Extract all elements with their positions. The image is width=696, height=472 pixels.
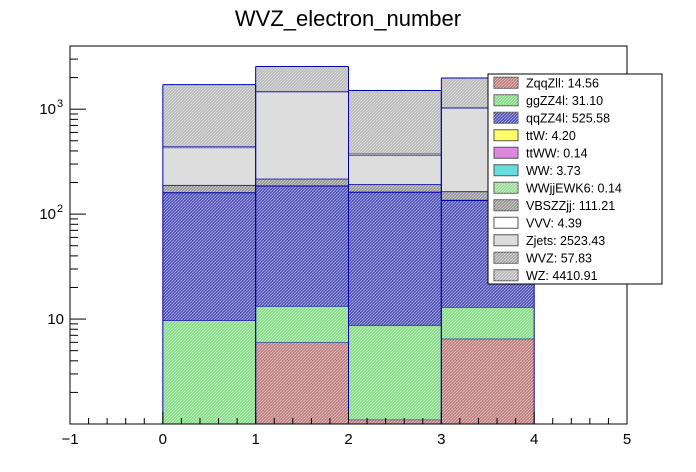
- x-axis: −1 0 1 2 3 4 5: [61, 412, 631, 448]
- bar-hatch-ggzz4l-bin-3: [441, 307, 535, 339]
- x-tick-label: 1: [251, 431, 259, 448]
- legend-swatch-hatch: [494, 77, 518, 89]
- x-tick-label: 0: [159, 431, 167, 448]
- legend-swatch-hatch: [494, 252, 518, 264]
- y-tick-label: 10: [39, 101, 56, 118]
- legend-label-wz: WZ: 4410.91: [526, 269, 598, 283]
- bar-hatch-zqqzll-bin-2: [348, 419, 442, 424]
- legend-swatch-hatch: [494, 94, 518, 106]
- bar-hatch-wz-bin-0: [162, 84, 256, 147]
- chart-title: WVZ_electron_number: [235, 6, 461, 31]
- y-tick-exponent: 2: [57, 203, 63, 215]
- bar-zjets-bin-1: [255, 91, 349, 179]
- bar-hatch-wz-bin-2: [348, 90, 442, 154]
- legend-label-ww: WW: 3.73: [526, 164, 581, 178]
- legend-label-zqqzll: ZqqZll: 14.56: [526, 76, 599, 90]
- bar-hatch-qqzz4l-bin-2: [348, 192, 442, 326]
- x-tick-label: −1: [61, 431, 78, 448]
- bar-hatch-ggzz4l-bin-0: [162, 320, 256, 424]
- legend-label-qqzz4l: qqZZ4l: 525.58: [526, 111, 610, 125]
- x-tick-label: 5: [623, 431, 631, 448]
- legend-swatch-zjets: [493, 234, 519, 247]
- legend-swatch-hatch: [494, 269, 518, 281]
- bar-hatch-ggzz4l-bin-2: [348, 325, 442, 420]
- y-tick-exponent: 3: [57, 98, 63, 110]
- bar-hatch-vbszzjj-bin-1: [255, 178, 349, 186]
- legend-label-ttww: ttWW: 0.14: [526, 146, 588, 160]
- y-tick-label: 10: [39, 206, 56, 223]
- bar-zjets-bin-0: [162, 147, 256, 185]
- bar-hatch-qqzz4l-bin-0: [162, 192, 256, 321]
- y-tick-label: 10: [47, 311, 64, 328]
- bar-hatch-zqqzll-bin-3: [441, 338, 535, 424]
- bar-hatch-wvz-bin-0: [162, 146, 256, 148]
- legend-label-ttw: ttW: 4.20: [526, 129, 576, 143]
- legend-label-zjets: Zjets: 2523.43: [526, 234, 605, 248]
- x-tick-label: 3: [437, 431, 445, 448]
- legend-swatch-hatch: [494, 182, 518, 194]
- legend-swatch-hatch: [494, 199, 518, 211]
- legend-swatch-vvv: [493, 216, 519, 229]
- x-tick-label: 4: [530, 431, 538, 448]
- legend-box: [487, 73, 663, 285]
- legend-label-vbszzjj: VBSZZjj: 111.21: [526, 199, 615, 213]
- legend-swatch-ttw: [493, 129, 519, 142]
- bar-hatch-ggzz4l-bin-1: [255, 306, 349, 343]
- legend: ZqqZll: 14.56 ggZZ4l: 31.10 qqZZ4l: 525.58…: [487, 73, 663, 285]
- legend-label-wvz: WVZ: 57.83: [526, 251, 592, 265]
- bar-hatch-wz-bin-1: [255, 66, 349, 92]
- bar-hatch-qqzz4l-bin-1: [255, 186, 349, 307]
- legend-swatch-ttww: [493, 146, 519, 159]
- legend-label-wwjjewk6: WWjjEWK6: 0.14: [526, 181, 622, 195]
- legend-swatch-ww: [493, 164, 519, 177]
- bar-hatch-vbszzjj-bin-2: [348, 184, 442, 192]
- bar-zjets-bin-2: [348, 155, 442, 185]
- x-tick-label: 2: [344, 431, 352, 448]
- legend-swatch-hatch: [494, 112, 518, 124]
- legend-label-ggzz4l: ggZZ4l: 31.10: [526, 94, 603, 108]
- bar-hatch-zqqzll-bin-1: [255, 342, 349, 424]
- bars-layer: [162, 65, 535, 424]
- bar-hatch-wvz-bin-2: [348, 153, 442, 156]
- bar-hatch-vbszzjj-bin-0: [162, 185, 256, 193]
- legend-label-vvv: VVV: 4.39: [526, 216, 582, 230]
